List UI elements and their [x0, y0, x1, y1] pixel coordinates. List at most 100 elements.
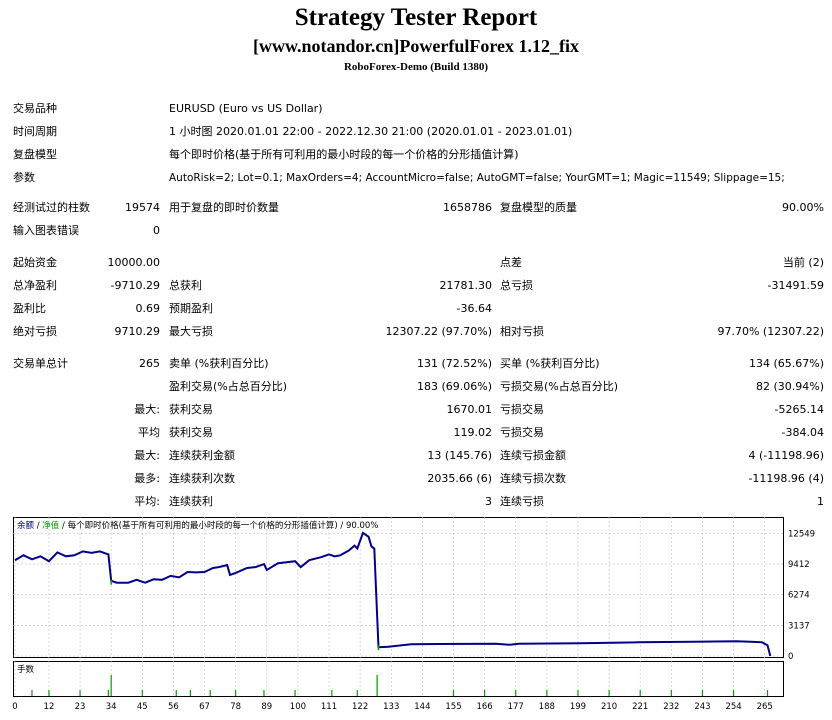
- spread-label: 点差: [500, 256, 522, 269]
- x-tick-19: 210: [601, 702, 617, 712]
- report-title: Strategy Tester Report: [294, 4, 538, 31]
- maximal-cons-loss-label: 连续亏损次数: [500, 472, 566, 485]
- avg-loss-label: 亏损交易: [500, 426, 544, 439]
- x-axis: 0 12 23 34 45 56 67 78 89 100 111 122 133 144 155 166 17…: [12, 702, 773, 712]
- profit-trades-value: 183 (69.06%): [416, 380, 492, 393]
- bars-label: 经测试过的柱数: [13, 201, 90, 214]
- x-tick-23: 254: [725, 702, 741, 712]
- errors-value: 0: [153, 224, 160, 237]
- symbol-label: 交易品种: [13, 102, 57, 115]
- x-tick-13: 144: [414, 702, 430, 712]
- volume-bars: [31, 675, 769, 696]
- params-label: 参数: [13, 171, 35, 184]
- deposit-label: 起始资金: [13, 256, 57, 269]
- x-tick-7: 78: [230, 702, 241, 712]
- rel-drawdown-value: 97.70% (12307.22): [717, 325, 824, 338]
- legend-equity: 净值: [42, 520, 60, 531]
- x-tick-2: 23: [75, 702, 86, 712]
- period-value: 1 小时图 2020.01.01 22:00 - 2022.12.30 21:0…: [169, 125, 573, 138]
- chart-grid: [13, 517, 784, 658]
- chart-lines: [14, 531, 772, 657]
- expert-name: [www.notandor.cn]PowerfulForex 1.12_fix: [253, 36, 579, 56]
- y-tick-0: 12549: [788, 529, 815, 539]
- avg-loss-value: -384.04: [781, 426, 824, 439]
- profit-trades-label: 盈利交易(%占总百分比): [169, 380, 288, 393]
- largest-loss-value: -5265.14: [774, 403, 824, 416]
- avg-cons-losses-value: 1: [817, 495, 824, 508]
- max-cons-label: 最大:: [134, 449, 160, 462]
- balance-chart: 余额 / 净值 / 每个即时价格(基于所有可利用的最小时段的每一个价格的分形插值…: [13, 517, 784, 658]
- maximal-cons-profit-value: 2035.66 (6): [427, 472, 492, 485]
- x-tick-15: 166: [476, 702, 492, 712]
- volume-frame: [13, 661, 784, 697]
- x-tick-3: 34: [106, 702, 117, 712]
- x-tick-0: 0: [12, 702, 17, 712]
- y-tick-4: 0: [788, 652, 793, 662]
- x-tick-4: 45: [137, 702, 148, 712]
- profit-factor-label: 盈利比: [13, 302, 46, 315]
- legend-sep: /: [34, 521, 42, 531]
- legend-balance: 余额: [17, 520, 35, 531]
- gross-profit-label: 总获利: [169, 279, 202, 292]
- x-tick-1: 12: [44, 702, 55, 712]
- long-trades-label: 买单 (%获利百分比): [500, 357, 600, 370]
- average-label: 平均: [138, 426, 160, 439]
- x-tick-17: 188: [539, 702, 555, 712]
- ticks-label: 用于复盘的即时价数量: [169, 201, 279, 214]
- ticks-value: 1658786: [443, 201, 492, 214]
- volume-chart: 手数: [13, 661, 784, 697]
- net-profit-value: -9710.29: [110, 279, 160, 292]
- total-trades-label: 交易单总计: [13, 357, 68, 370]
- errors-label: 输入图表错误: [13, 224, 79, 237]
- rel-drawdown-label: 相对亏损: [500, 325, 544, 338]
- total-trades-value: 265: [139, 357, 160, 370]
- x-tick-5: 56: [168, 702, 179, 712]
- maximal-label: 最多:: [134, 472, 160, 485]
- max-cons-losses-label: 连续亏损金额: [500, 449, 566, 462]
- quality-label: 复盘模型的质量: [500, 201, 577, 214]
- period-label: 时间周期: [13, 125, 57, 138]
- max-drawdown-label: 最大亏损: [169, 325, 213, 338]
- expected-payoff-label: 预期盈利: [169, 302, 213, 315]
- x-tick-18: 199: [570, 702, 586, 712]
- server-build: RoboForex-Demo (Build 1380): [343, 61, 488, 73]
- x-tick-9: 100: [290, 702, 306, 712]
- avg-cons-losses-label: 连续亏损: [500, 495, 544, 508]
- loss-trades-value: 82 (30.94%): [755, 380, 824, 393]
- largest-label: 最大:: [134, 403, 160, 416]
- x-tick-10: 111: [321, 702, 337, 712]
- spread-value: 当前 (2): [782, 256, 824, 269]
- maximal-cons-profit-label: 连续获利次数: [169, 472, 235, 485]
- gross-loss-label: 总亏损: [500, 279, 533, 292]
- short-trades-label: 卖单 (%获利百分比): [169, 357, 269, 370]
- largest-profit-value: 1670.01: [446, 403, 493, 416]
- x-tick-22: 243: [694, 702, 710, 712]
- long-trades-value: 134 (65.67%): [748, 357, 824, 370]
- short-trades-value: 131 (72.52%): [416, 357, 492, 370]
- maximal-cons-loss-value: -11198.96 (4): [748, 472, 824, 485]
- deposit-value: 10000.00: [107, 256, 161, 269]
- avg-profit-label: 获利交易: [169, 426, 213, 439]
- x-tick-21: 232: [663, 702, 679, 712]
- symbol-value: EURUSD (Euro vs US Dollar): [169, 102, 323, 115]
- max-drawdown-value: 12307.22 (97.70%): [385, 325, 492, 338]
- quality-value: 90.00%: [782, 201, 824, 214]
- series-line-0: [14, 531, 772, 657]
- profit-factor-value: 0.69: [135, 302, 161, 315]
- max-cons-wins-label: 连续获利金额: [169, 449, 235, 462]
- x-tick-12: 133: [383, 702, 399, 712]
- chart-frame: [13, 517, 784, 658]
- x-tick-14: 155: [445, 702, 461, 712]
- max-cons-wins-value: 13 (145.76): [427, 449, 492, 462]
- x-tick-16: 177: [508, 702, 524, 712]
- x-tick-8: 89: [261, 702, 272, 712]
- params-value: AutoRisk=2; Lot=0.1; MaxOrders=4; Accoun…: [169, 172, 785, 184]
- x-tick-20: 221: [632, 702, 648, 712]
- legend-rest: / 每个即时价格(基于所有可利用的最小时段的每一个价格的分形插值计算) / 90…: [59, 520, 378, 531]
- gross-loss-value: -31491.59: [767, 279, 824, 292]
- avg-cons-wins-value: 3: [485, 495, 492, 508]
- max-cons-losses-value: 4 (-11198.96): [748, 449, 824, 462]
- net-profit-label: 总净盈利: [13, 279, 57, 292]
- avg-profit-value: 119.02: [453, 426, 493, 439]
- avg-cons-wins-label: 连续获利: [169, 495, 213, 508]
